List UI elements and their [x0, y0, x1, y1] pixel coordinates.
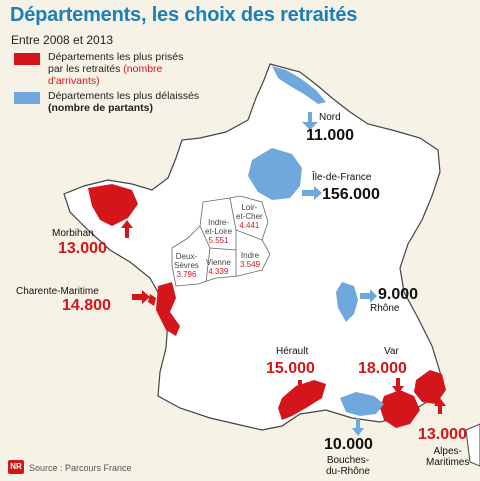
label-var-value: 18.000: [358, 360, 407, 377]
label-nord: Nord: [319, 112, 341, 123]
region-var: [380, 390, 420, 428]
label-bdr-name1: Bouches-: [326, 455, 370, 466]
label-alpes-name2: Maritimes: [426, 457, 470, 468]
arrow-charente-maritime: [132, 290, 150, 304]
region-rhone: [336, 282, 358, 322]
legend-arrivals: Départements les plus prisés par les ret…: [10, 51, 208, 87]
center-deux-sevres: Deux- Sèvres 3.796: [174, 252, 199, 279]
center-indre-et-loire: Indre- et-Loire 5.551: [205, 218, 232, 245]
publisher-logo: NR: [8, 460, 24, 474]
arrow-rhone: [360, 289, 377, 303]
value-var: 18.000: [358, 360, 407, 377]
center-deux-sevres-name2: Sèvres: [174, 261, 199, 270]
legend-blue-line2: (nombre de partants): [48, 102, 154, 114]
center-vienne-value: 4.339: [208, 267, 229, 276]
center-vienne: Vienne 4.339: [206, 258, 231, 276]
center-loir-cher-name2: et-Cher: [236, 212, 263, 221]
value-charente-maritime: 14.800: [62, 297, 111, 314]
value-ile-de-france: 156.000: [322, 186, 380, 203]
center-loir-cher-name1: Loir-: [241, 203, 258, 212]
arrow-nord: [302, 112, 318, 130]
legend-red-line2-prefix: par les retraités: [48, 63, 124, 75]
value-herault: 15.000: [266, 360, 315, 377]
corsica-hint: [465, 423, 480, 467]
center-deux-sevres-name1: Deux-: [175, 252, 198, 261]
center-dept-outlines: [171, 195, 271, 287]
legend-blue-swatch: [14, 92, 40, 104]
label-rhone-name: Rhône: [370, 303, 400, 314]
region-charente-maritime: [148, 282, 180, 336]
arrow-ile-de-france: [302, 186, 322, 200]
region-alpes-maritimes: [414, 370, 446, 404]
label-ile-de-france: Île-de-France: [312, 172, 371, 183]
region-nord: [272, 66, 326, 104]
legend-red-line1: Départements les plus prisés: [48, 51, 184, 63]
center-indre-name: Indre: [240, 251, 260, 260]
label-morbihan-value: 13.000: [58, 240, 107, 257]
center-deux-sevres-value: 3.796: [176, 270, 197, 279]
label-charente-name: Charente-Maritime: [16, 286, 99, 297]
value-alpes-maritimes: 13.000: [418, 426, 467, 443]
label-var-name: Var: [384, 346, 399, 357]
center-vienne-name: Vienne: [206, 258, 231, 267]
label-morbihan-name: Morbihan: [52, 228, 94, 239]
center-indre-loire-name2: et-Loire: [205, 227, 233, 236]
label-bdr-value: 10.000: [324, 436, 373, 453]
center-indre: Indre 3.549: [240, 251, 260, 269]
label-var: Var: [384, 346, 399, 357]
label-morbihan: Morbihan: [52, 228, 94, 239]
label-bdr-name2: du-Rhône: [326, 466, 370, 477]
arrow-var: [392, 378, 404, 394]
label-rhone-value: 9.000: [378, 286, 419, 303]
region-bouches-du-rhone: [340, 392, 384, 416]
label-herault: Hérault: [276, 346, 308, 357]
center-loir-cher-value: 4.441: [239, 221, 260, 230]
label-rhone: Rhône: [370, 303, 399, 314]
label-idf-name: Île-de-France: [312, 172, 372, 183]
region-herault: [278, 380, 326, 420]
value-bouches-du-rhone: 10.000: [324, 436, 373, 453]
label-charente-value: 14.800: [62, 297, 111, 314]
legend-red-line2-suffix: (nombre d'arrivants): [48, 63, 163, 87]
value-nord: 11.000: [306, 127, 354, 144]
value-morbihan: 13.000: [58, 240, 107, 257]
label-alpes-maritimes: Alpes- Maritimes: [426, 446, 469, 468]
arrow-morbihan: [121, 220, 133, 238]
center-indre-value: 3.549: [240, 260, 261, 269]
arrow-alpes-maritimes: [434, 398, 446, 414]
label-bouches-du-rhone: Bouches- du-Rhône: [326, 455, 370, 477]
page-subtitle: Entre 2008 et 2013: [11, 33, 114, 47]
label-alpes-name1: Alpes-: [433, 446, 462, 457]
value-rhone: 9.000: [378, 286, 418, 303]
legend: Départements les plus prisés par les ret…: [10, 51, 208, 117]
center-indre-loire-name1: Indre-: [208, 218, 230, 227]
label-alpes-value: 13.000: [418, 426, 467, 443]
center-loir-et-cher: Loir- et-Cher 4.441: [236, 203, 263, 230]
legend-red-swatch: [14, 53, 40, 65]
label-charente-maritime: Charente-Maritime: [16, 286, 99, 297]
label-herault-name: Hérault: [276, 346, 309, 357]
legend-departures: Départements les plus délaissés (nombre …: [10, 90, 208, 114]
label-nord-name: Nord: [319, 112, 341, 123]
legend-blue-line1: Départements les plus délaissés: [48, 90, 200, 102]
region-morbihan: [88, 184, 138, 226]
label-nord-value: 11.000: [306, 127, 355, 144]
arrow-herault: [294, 380, 306, 396]
center-indre-loire-value: 5.551: [208, 236, 229, 245]
source-note: Source : Parcours France: [29, 463, 132, 473]
label-herault-value: 15.000: [266, 360, 315, 377]
label-idf-value: 156.000: [322, 186, 380, 203]
arrow-bouches-du-rhone: [352, 418, 364, 436]
page-title: Départements, les choix des retraités: [10, 4, 358, 26]
region-ile-de-france: [248, 148, 302, 200]
